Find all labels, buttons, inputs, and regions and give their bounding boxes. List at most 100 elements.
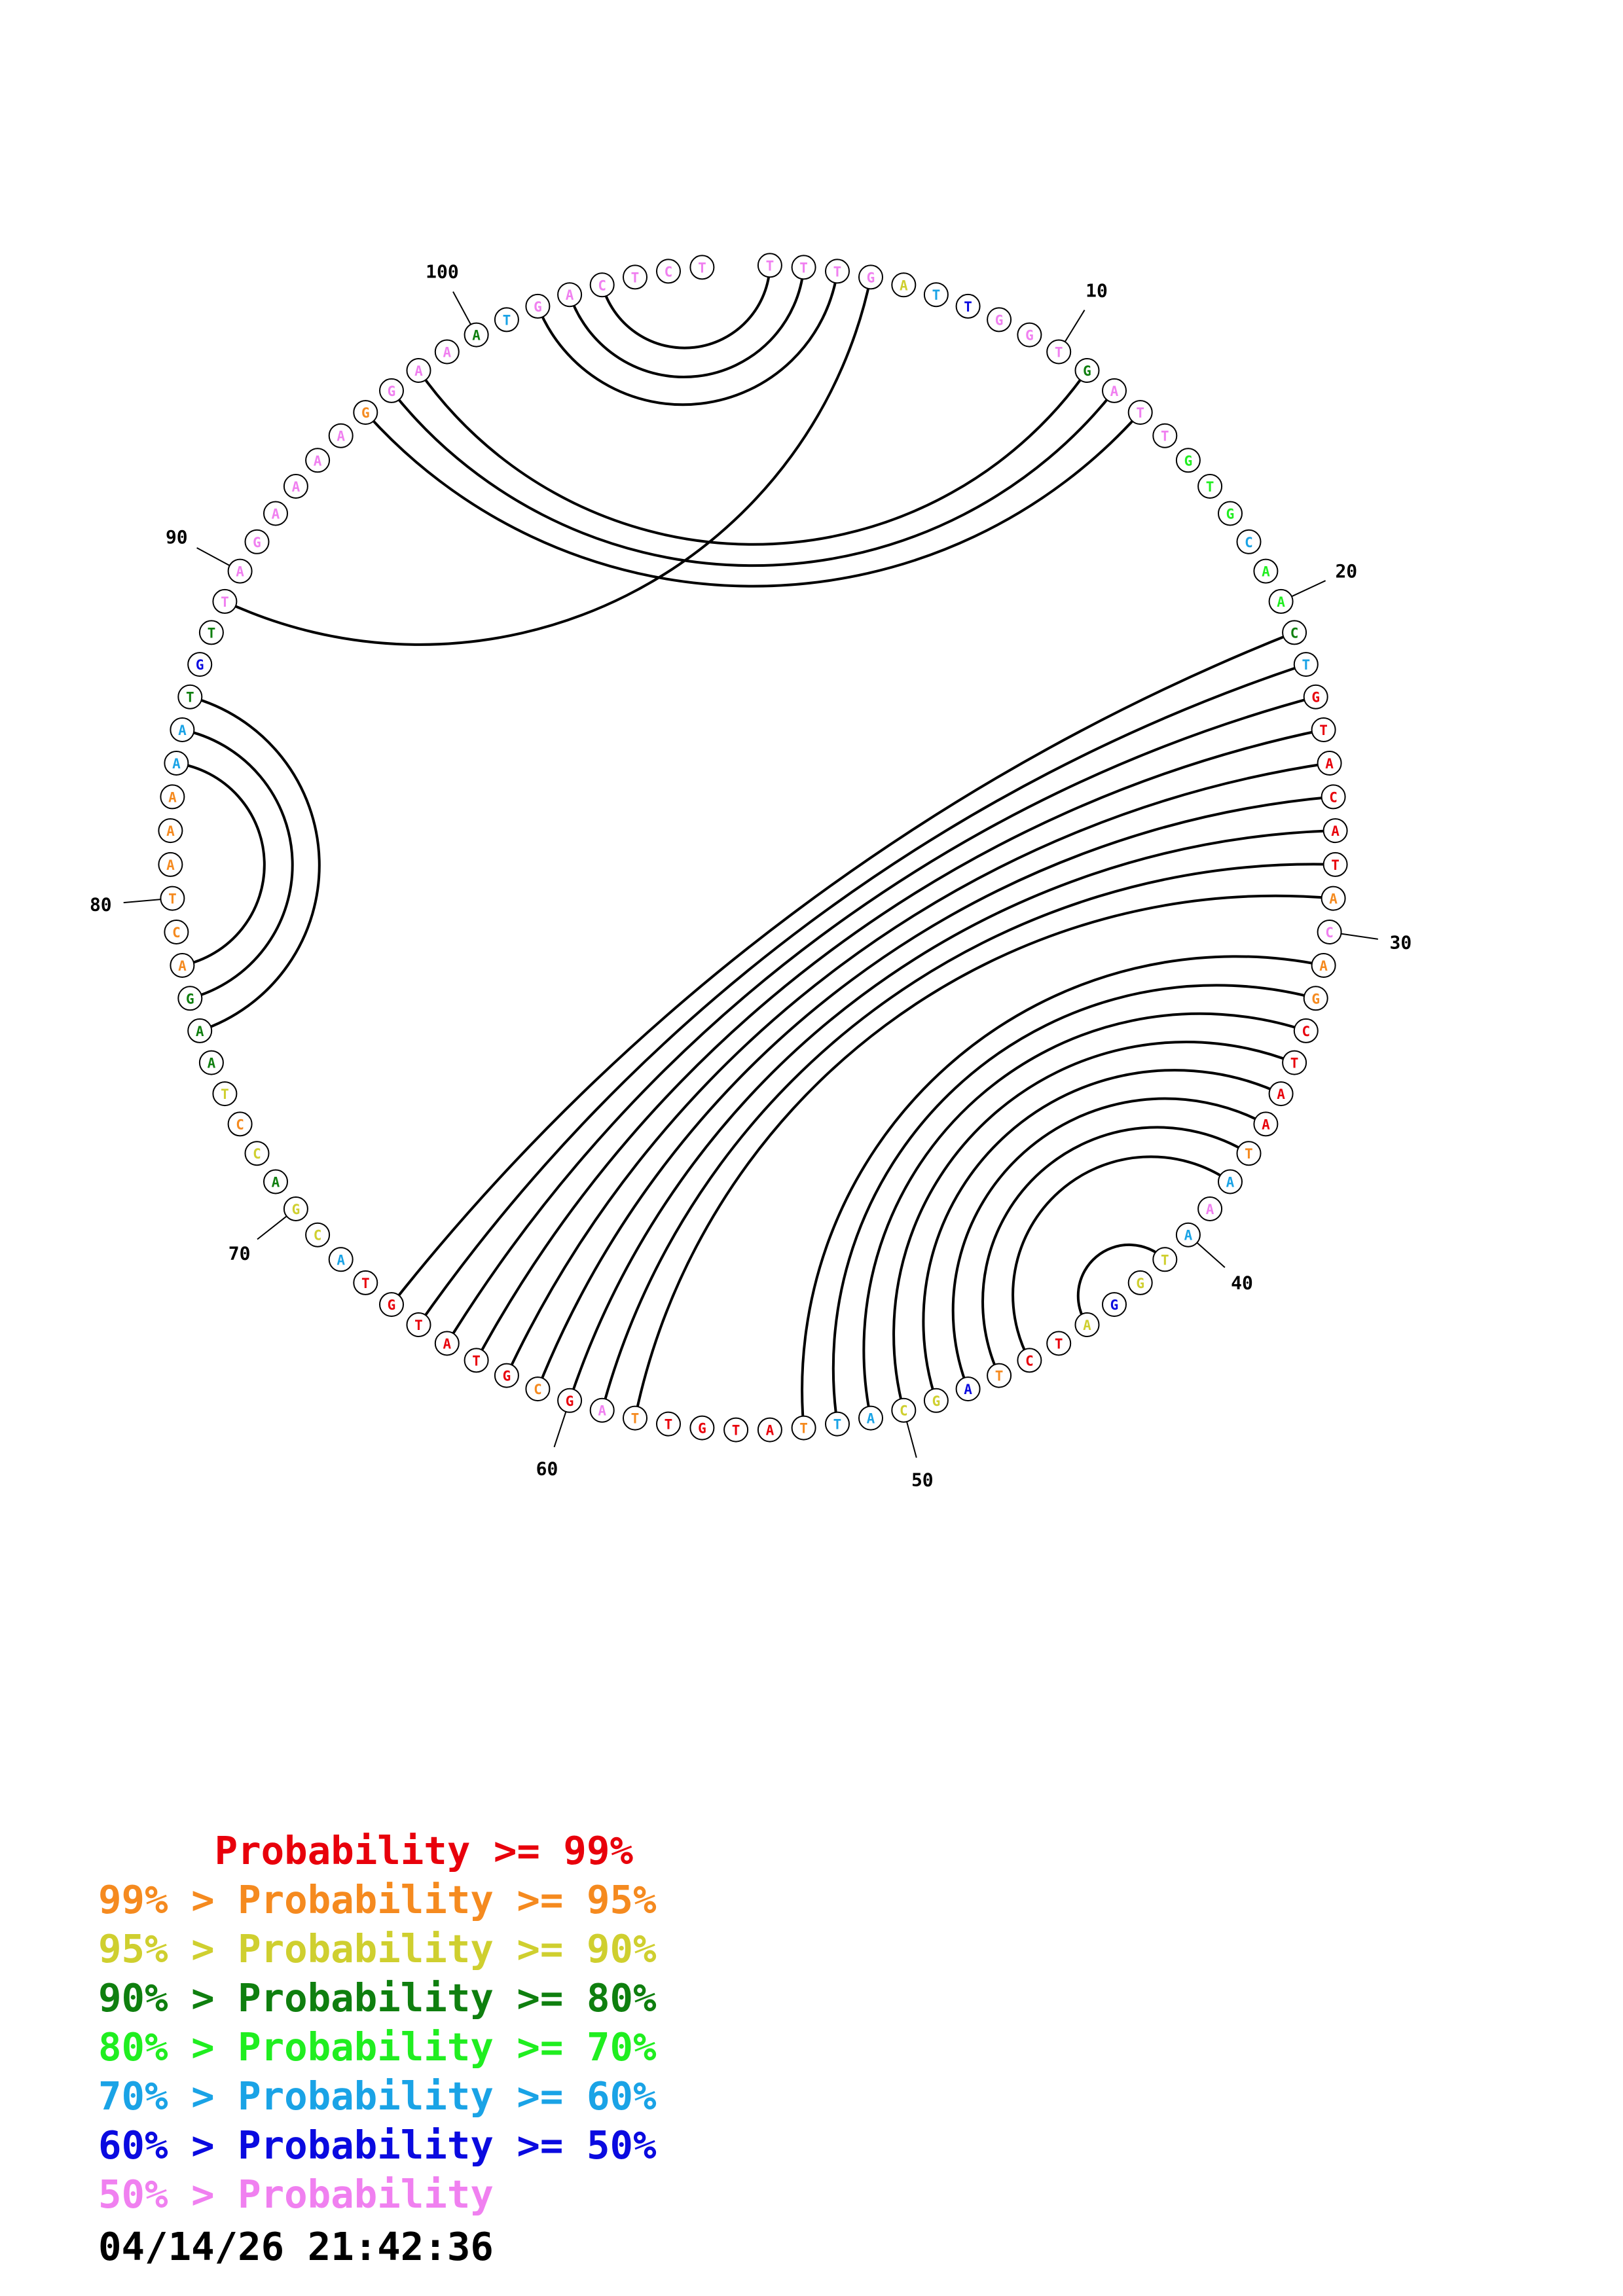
legend-row-3: 95% > Probability >= 90% [98,1926,657,1971]
base-95: A [328,423,354,448]
pair-arc-3-102 [536,271,839,406]
base-letter: G [698,1421,706,1437]
base-circle [1127,1270,1153,1295]
base-82: A [158,818,183,844]
base-letter: A [172,756,181,772]
base-circle [177,684,203,709]
base-circle [1293,1018,1319,1043]
base-34: T [1282,1050,1307,1075]
base-11: G [1074,358,1100,383]
tick-line-20 [1291,580,1326,598]
base-77: G [177,986,203,1011]
timestamp: 04/14/26 21:42:36 [98,2224,494,2269]
base-circle [464,322,489,348]
base-circle [1317,751,1342,776]
base-circle [212,588,238,614]
base-letter: G [534,299,542,315]
base-62: G [494,1363,519,1388]
base-54: A [757,1417,782,1443]
base-6: T [923,282,949,308]
base-circle [623,264,647,290]
base-letter: C [1325,925,1334,941]
base-circle [1268,588,1294,614]
base-circle [589,1397,615,1423]
base-68: A [328,1247,354,1272]
base-letter: C [314,1228,322,1244]
base-21: C [1282,620,1307,645]
base-circle [158,818,183,844]
base-circle [1152,1247,1178,1272]
pair-arc-13-96 [364,411,1142,588]
base-circle [160,784,185,810]
base-letter: G [292,1202,301,1217]
base-90: A [227,558,253,584]
base-47: T [987,1363,1012,1388]
base-circle [227,558,253,584]
base-letter: A [867,1411,875,1427]
pair-arc-33-51 [862,1012,1307,1419]
base-letter: T [208,625,216,641]
base-circle [1268,1081,1294,1107]
base-letter: A [208,1056,216,1071]
base-letter: T [221,594,229,610]
pair-arc-21-66 [390,631,1295,1306]
base-letter: G [503,1369,511,1384]
base-73: C [227,1111,253,1137]
base-circle [1017,322,1042,348]
base-letter: A [178,723,187,738]
base-37: T [1236,1141,1262,1166]
base-52: T [825,1411,850,1437]
base-circle [198,1050,224,1075]
base-circle [1317,920,1342,944]
base-16: T [1197,474,1223,499]
base-letter: A [1184,1228,1193,1244]
tick-label-60: 60 [536,1458,558,1480]
base-circle [689,255,715,280]
base-circle [187,652,213,677]
base-circle [283,474,308,499]
legend-row-8: 50% > Probability [98,2172,494,2217]
base-circle [434,1331,460,1356]
base-circle [353,400,378,425]
base-letter: G [1083,363,1091,379]
base-18: C [1236,529,1262,554]
base-letter: T [1136,405,1144,421]
base-92: A [263,501,288,526]
base-circle [263,501,288,526]
base-45: T [1046,1331,1072,1356]
base-circle [406,358,431,383]
base-circle [1322,818,1348,844]
base-103: A [557,282,583,308]
base-letter: A [566,287,574,303]
base-2: T [791,255,816,280]
base-circle [328,423,354,448]
base-letter: T [361,1276,370,1291]
base-circle [1311,953,1336,978]
base-97: G [379,378,404,403]
base-24: T [1311,717,1336,742]
base-circle [160,886,185,911]
base-93: A [283,474,308,499]
base-105: T [623,264,647,290]
base-48: A [955,1376,981,1402]
base-letter: T [1055,345,1063,361]
base-19: A [1253,558,1279,584]
pair-arc-35-49 [922,1069,1282,1401]
base-letter: C [1302,1024,1310,1039]
base-letter: T [732,1423,740,1439]
pair-arc-25-62 [505,762,1330,1376]
base-letter: C [534,1382,542,1397]
base-letter: C [598,278,606,293]
base-circle [858,1405,883,1431]
base-circle [1321,784,1346,810]
base-letter: C [1290,625,1299,641]
tick-line-80 [123,899,161,904]
base-91: G [244,529,270,554]
base-circle [825,259,850,284]
base-letter: T [964,299,972,315]
base-circle [244,529,270,554]
base-letter: A [1206,1202,1214,1217]
base-circle [1046,1331,1072,1356]
base-letter: A [1319,958,1328,974]
base-circle [525,1376,551,1402]
